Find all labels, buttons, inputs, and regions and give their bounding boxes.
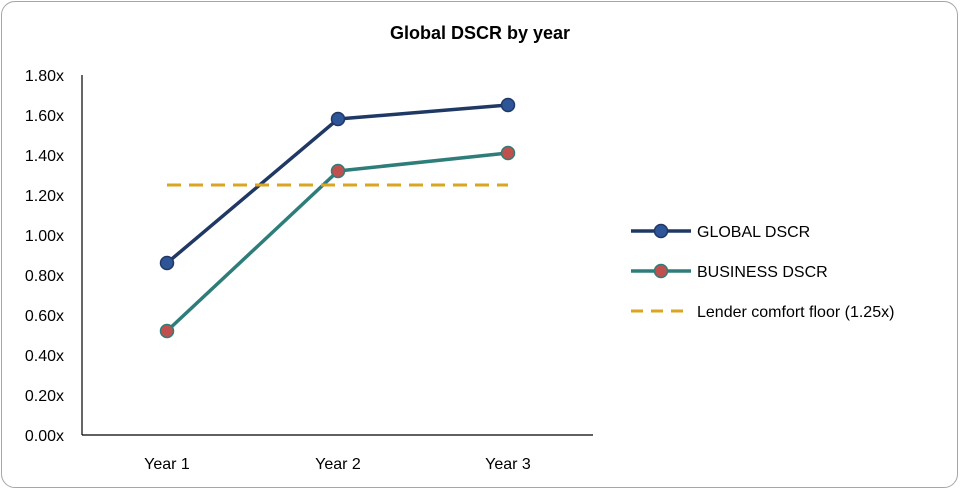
legend-label-lender-comfort-floor-1-25x: Lender comfort floor (1.25x)	[697, 304, 894, 321]
legend-marker-global-dscr	[653, 223, 669, 239]
x-tick-label: Year 3	[485, 456, 531, 473]
data-point-global-dscr	[330, 111, 346, 127]
data-point-business-dscr	[159, 323, 175, 339]
data-point-business-dscr	[330, 163, 346, 179]
series-group	[159, 97, 516, 339]
legend-label-global-dscr: GLOBAL DSCR	[697, 224, 810, 241]
y-tick-label: 0.20x	[25, 388, 64, 405]
y-axis-ticks: 0.00x 0.20x 0.40x 0.60x 0.80x 1.00x 1.20x 1.40x…	[25, 68, 64, 445]
x-tick-label: Year 1	[144, 456, 190, 473]
data-point-global-dscr	[500, 97, 516, 113]
legend: GLOBAL DSCR BUSINESS DSCR Lender comfort f…	[631, 223, 894, 321]
y-tick-label: 1.20x	[25, 188, 64, 205]
x-tick-label: Year 2	[315, 456, 361, 473]
y-tick-label: 1.60x	[25, 108, 64, 125]
data-point-business-dscr	[500, 145, 516, 161]
y-tick-label: 1.40x	[25, 148, 64, 165]
y-tick-label: 0.80x	[25, 268, 64, 285]
y-tick-label: 1.00x	[25, 228, 64, 245]
y-tick-label: 0.60x	[25, 308, 64, 325]
data-point-global-dscr	[159, 255, 175, 271]
y-tick-label: 1.80x	[25, 68, 64, 85]
legend-marker-business-dscr	[653, 263, 669, 279]
chart-title: Global DSCR by year	[390, 23, 570, 43]
y-tick-label: 0.40x	[25, 348, 64, 365]
series-line-business-dscr	[165, 151, 509, 333]
legend-label-business-dscr: BUSINESS DSCR	[697, 264, 828, 281]
y-tick-label: 0.00x	[25, 428, 64, 445]
x-axis-ticks: Year 1 Year 2 Year 3	[144, 456, 531, 473]
